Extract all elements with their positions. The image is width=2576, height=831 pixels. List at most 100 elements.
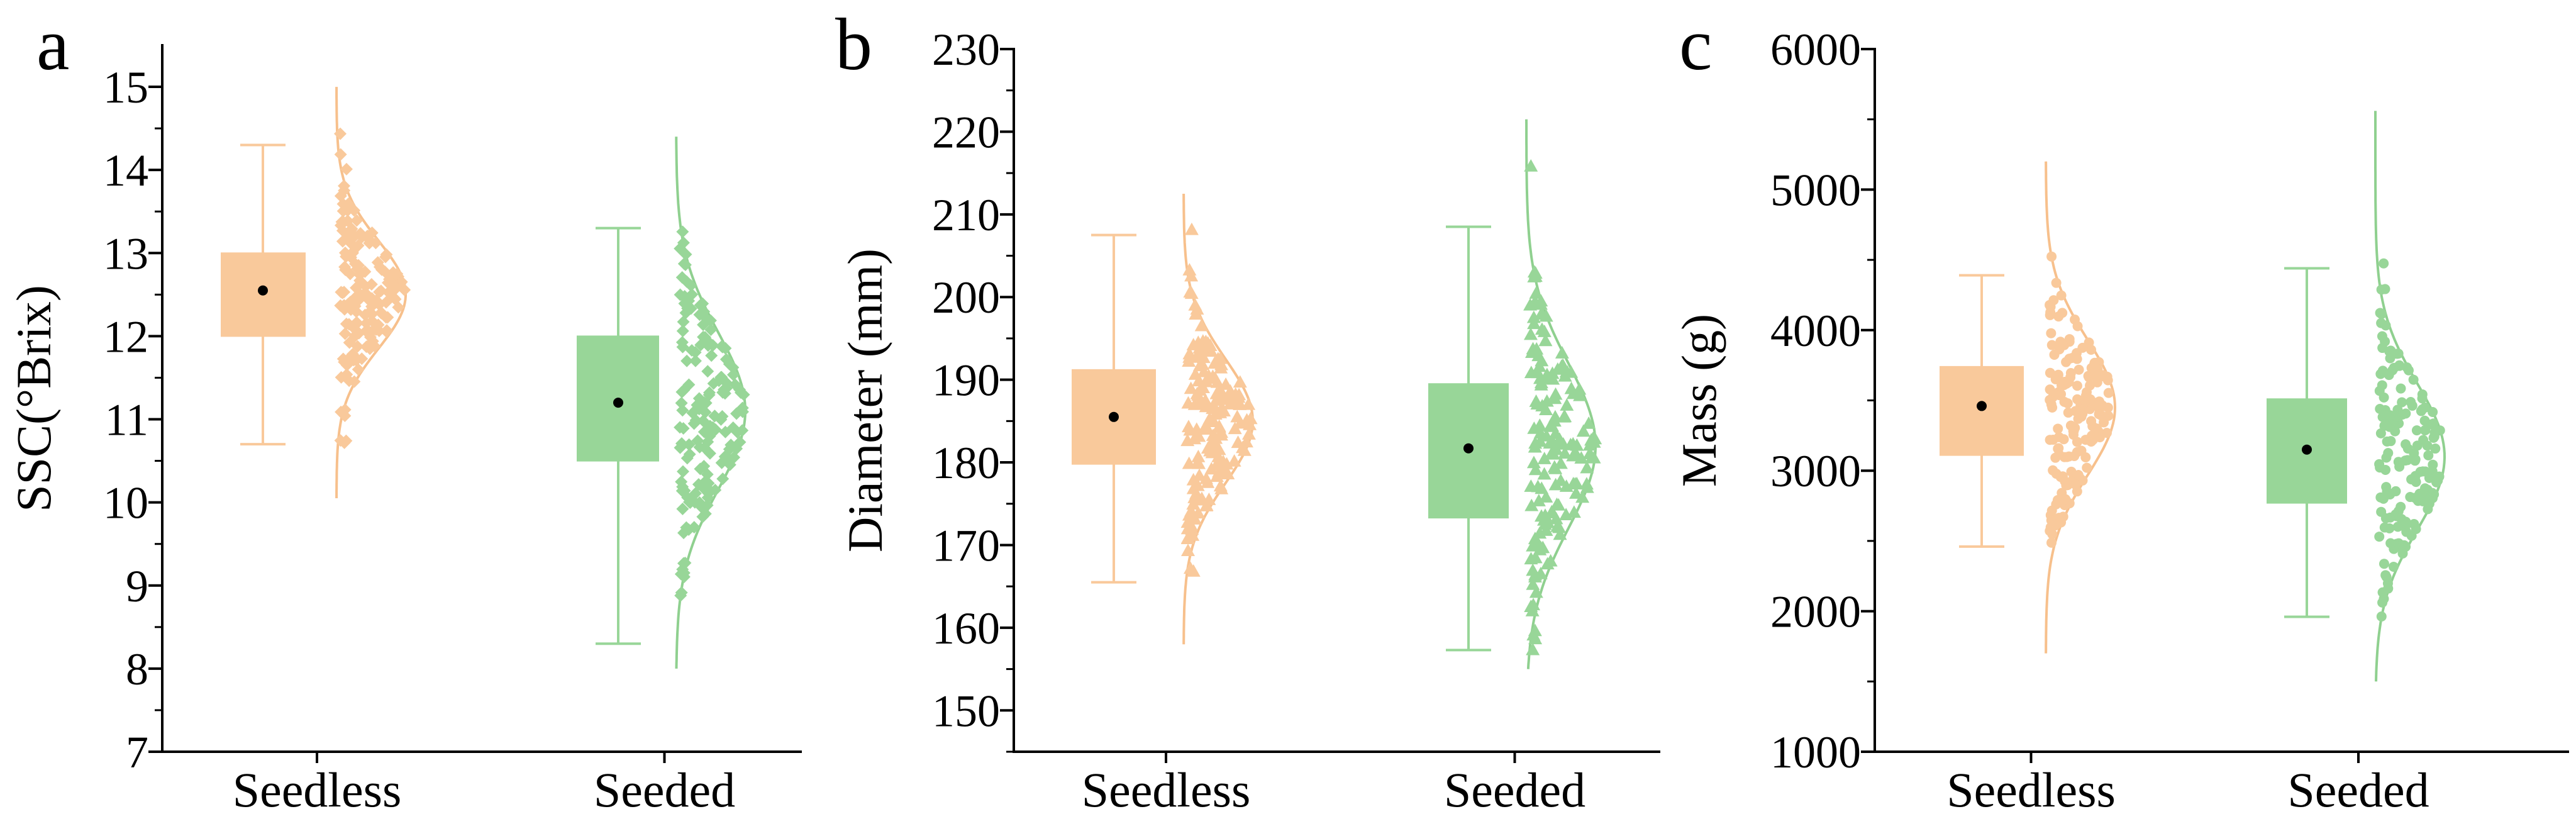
data-point (701, 435, 714, 449)
data-point (2403, 365, 2414, 376)
data-point (342, 318, 355, 331)
y-tick-label: 3000 (1770, 446, 1861, 496)
data-point (1186, 481, 1201, 494)
data-point (2072, 381, 2082, 391)
data-point (2082, 462, 2092, 473)
data-point (1550, 362, 1565, 375)
data-point (2063, 451, 2074, 462)
data-point (680, 275, 693, 288)
data-point (2094, 409, 2104, 420)
y-tick-label: 7 (126, 727, 148, 778)
data-point (392, 301, 405, 314)
data-point (1184, 286, 1199, 299)
data-point (348, 257, 362, 270)
data-point (699, 331, 712, 344)
data-point (1548, 391, 1562, 404)
data-point (2384, 523, 2395, 533)
data-point (1199, 421, 1214, 434)
data-point (1192, 374, 1206, 387)
y-tick-label: 10 (103, 478, 148, 528)
data-point (334, 127, 347, 140)
data-point (2086, 436, 2097, 447)
data-point (1566, 476, 1580, 489)
y-tick-label: 4000 (1770, 306, 1861, 356)
data-point (684, 496, 697, 510)
data-point (679, 259, 692, 272)
data-point (1528, 462, 1543, 476)
data-point (2045, 384, 2055, 395)
data-point (2045, 367, 2055, 378)
data-point (1185, 528, 1200, 541)
data-point (1558, 446, 1572, 459)
data-point (715, 456, 728, 469)
data-point (676, 225, 689, 238)
data-point (2061, 379, 2072, 389)
data-point (1524, 498, 1539, 511)
y-axis-label: SSC(°Brix) (6, 285, 61, 512)
data-point (2397, 548, 2408, 559)
data-point (1223, 384, 1238, 397)
data-point (1180, 433, 1195, 447)
data-point (1537, 452, 1552, 464)
data-point (1547, 460, 1562, 473)
data-point (2377, 365, 2388, 376)
data-point (701, 499, 714, 512)
data-point (2380, 570, 2391, 581)
y-tick-label: 6000 (1770, 25, 1861, 75)
data-point (372, 318, 385, 332)
data-point (365, 300, 379, 313)
panel-label: a (36, 3, 69, 86)
data-point (1553, 473, 1568, 486)
data-point (1523, 327, 1538, 340)
data-point (1539, 309, 1553, 322)
data-point (1537, 467, 1552, 480)
data-point (2053, 443, 2064, 454)
data-point (2080, 452, 2091, 462)
data-point (724, 438, 738, 452)
data-point (2047, 529, 2058, 540)
data-point (1230, 410, 1245, 423)
data-point (707, 377, 720, 390)
data-point (1182, 263, 1197, 276)
y-tick-label: 11 (105, 395, 148, 445)
data-point (387, 266, 400, 279)
data-point (1533, 566, 1548, 579)
data-point (382, 286, 395, 299)
data-point (2408, 374, 2419, 385)
data-point (703, 447, 716, 460)
data-point (1526, 642, 1540, 655)
data-point (2058, 434, 2069, 445)
data-point (2376, 611, 2387, 622)
data-point (1575, 490, 1590, 503)
data-point (697, 460, 711, 473)
data-point (2424, 472, 2434, 483)
y-tick-label: 180 (932, 438, 1000, 488)
data-point (2066, 466, 2077, 477)
data-point (1529, 394, 1543, 407)
data-point (1580, 480, 1594, 493)
data-point (1558, 369, 1572, 382)
data-point (2388, 561, 2399, 572)
data-point (733, 383, 747, 396)
data-point (2046, 537, 2057, 548)
data-point (2385, 347, 2396, 358)
data-point (379, 296, 392, 309)
data-point (1209, 386, 1224, 399)
data-point (2077, 408, 2088, 419)
data-point (336, 198, 350, 211)
data-point (350, 281, 363, 294)
data-point (702, 487, 715, 500)
data-point (677, 566, 690, 579)
data-point (1233, 375, 1247, 388)
data-point (716, 410, 729, 423)
data-point (1535, 354, 1549, 367)
panel-label: b (835, 3, 872, 86)
y-tick-label: 15 (103, 62, 148, 113)
mean-marker (613, 398, 623, 408)
data-point (345, 231, 358, 245)
data-point (2428, 418, 2439, 429)
data-point (368, 340, 381, 353)
data-point (719, 425, 732, 438)
data-point (334, 148, 347, 161)
data-point (1186, 497, 1201, 510)
